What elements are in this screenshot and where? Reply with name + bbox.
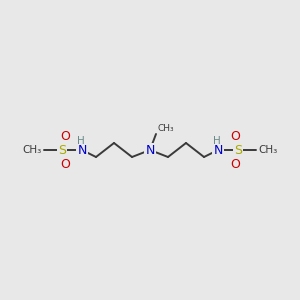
- Text: O: O: [60, 130, 70, 142]
- Text: S: S: [234, 143, 242, 157]
- Text: H: H: [77, 136, 85, 146]
- Text: CH₃: CH₃: [157, 124, 174, 133]
- Text: H: H: [213, 136, 221, 146]
- Text: S: S: [58, 143, 66, 157]
- Text: O: O: [230, 158, 240, 170]
- Text: CH₃: CH₃: [23, 145, 42, 155]
- Text: N: N: [213, 143, 223, 157]
- Text: N: N: [145, 143, 155, 157]
- Text: O: O: [60, 158, 70, 170]
- Text: O: O: [230, 130, 240, 142]
- Text: N: N: [77, 143, 87, 157]
- Text: CH₃: CH₃: [258, 145, 277, 155]
